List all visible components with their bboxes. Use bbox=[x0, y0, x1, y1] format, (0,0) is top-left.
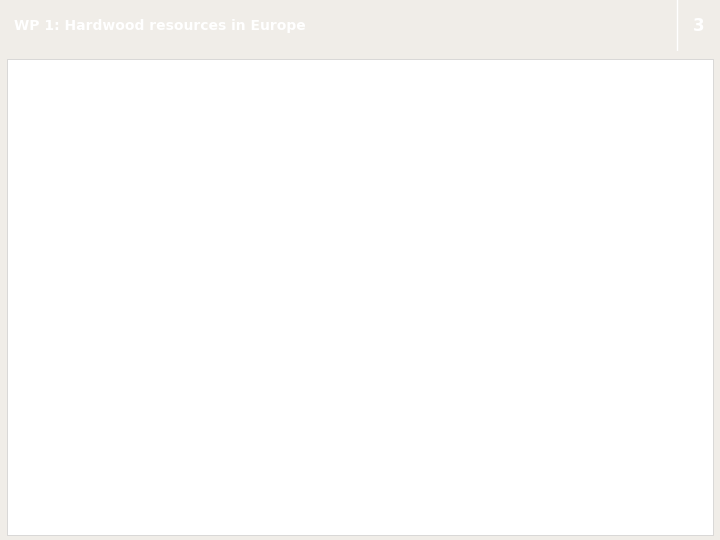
Title: WEHAM prediction of hardwood standing stocks in Austria: WEHAM prediction of hardwood standing st… bbox=[220, 93, 544, 103]
Text: WP 1: Hardwood resources in Europe: WP 1: Hardwood resources in Europe bbox=[14, 19, 306, 32]
X-axis label: Year: Year bbox=[370, 501, 393, 510]
Text: 36% increase: 36% increase bbox=[495, 187, 588, 200]
Text: Resource forecasts for Austria: Overestimation of growth and fellings: Resource forecasts for Austria: Overesti… bbox=[22, 63, 600, 78]
Bar bbox=[452, 426, 631, 436]
Text: Ash: Ash bbox=[138, 435, 156, 445]
Bar bbox=[452, 178, 631, 210]
Text: Oak: Oak bbox=[138, 420, 158, 430]
Text: 25% increase: 25% increase bbox=[495, 424, 588, 437]
Text: 3: 3 bbox=[693, 17, 704, 35]
Text: Beech: Beech bbox=[138, 230, 168, 240]
Y-axis label: Volume (1,000 m³ sob): Volume (1,000 m³ sob) bbox=[28, 232, 38, 351]
